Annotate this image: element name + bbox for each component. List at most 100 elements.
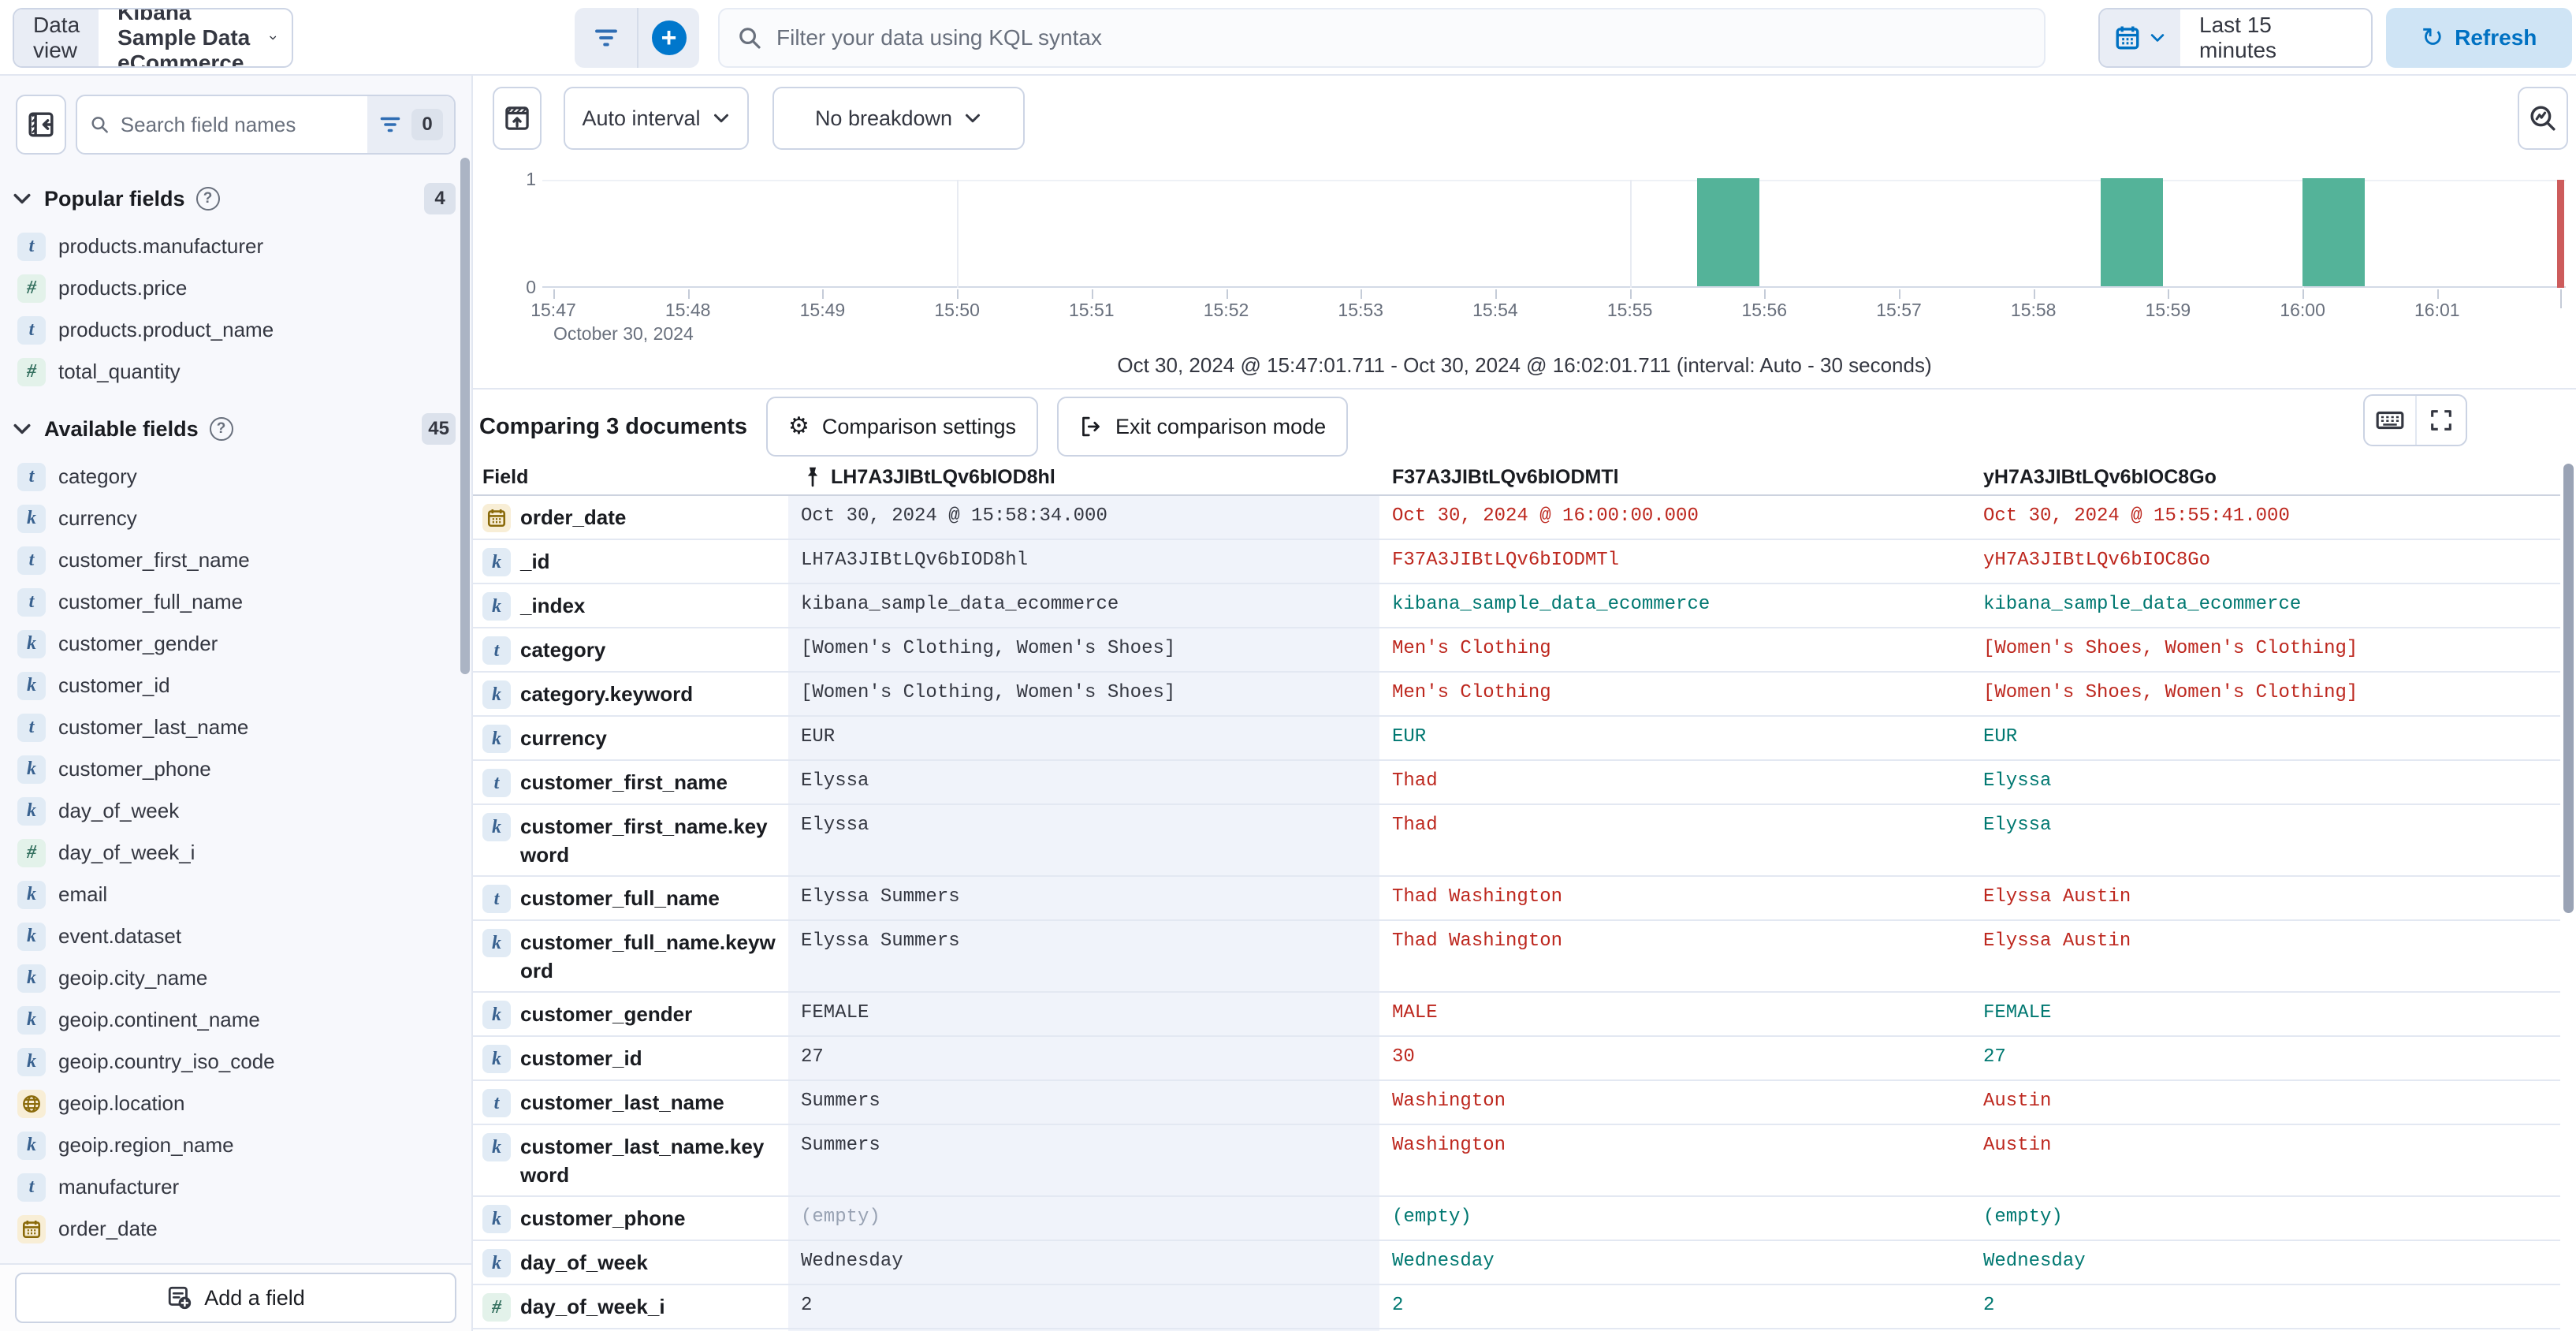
field-cell[interactable]: k customer_phone	[473, 1197, 788, 1240]
field-name: products.product_name	[58, 318, 274, 341]
sidebar-footer: Add a field	[0, 1263, 471, 1331]
sidebar-field-item[interactable]: k currency	[0, 498, 471, 539]
x-axis-tick	[2168, 289, 2170, 299]
time-range-value[interactable]: Last 15 minutes	[2199, 13, 2277, 62]
sidebar-field-item[interactable]: t customer_first_name	[0, 539, 471, 581]
refresh-button[interactable]: ↻ Refresh	[2386, 8, 2572, 68]
sidebar-field-item[interactable]: t category	[0, 456, 471, 498]
sidebar-field-item[interactable]: k customer_id	[0, 665, 471, 707]
sidebar-field-item[interactable]: t products.manufacturer	[0, 226, 471, 267]
time-range-picker: Last 15 minutes	[2098, 8, 2373, 68]
sidebar-field-item[interactable]: geoip.location	[0, 1083, 471, 1124]
field-search-control: 0	[76, 95, 456, 155]
hide-chart-button[interactable]	[493, 87, 542, 150]
interval-select[interactable]: Auto interval	[564, 87, 749, 150]
field-type-icon: k	[17, 629, 46, 658]
field-cell[interactable]: k customer_last_name.keyword	[473, 1125, 788, 1195]
field-cell[interactable]: t customer_full_name	[473, 877, 788, 919]
keyboard-shortcuts-button[interactable]	[2365, 396, 2415, 445]
field-cell[interactable]: k day_of_week	[473, 1241, 788, 1284]
field-cell[interactable]: k _id	[473, 540, 788, 583]
comparison-table: Field LH7A3JIBtLQv6bIOD8hl F37A3JIBtLQv6…	[473, 460, 2560, 1331]
table-scrollbar[interactable]	[2563, 464, 2574, 913]
doc-column-header[interactable]: F37A3JIBtLQv6bIODMTl	[1379, 460, 1971, 494]
sidebar-field-item[interactable]: k customer_phone	[0, 748, 471, 790]
data-view-selector[interactable]: Kibana Sample Data eCommerce	[99, 9, 293, 66]
field-type-icon: #	[17, 274, 46, 303]
x-axis-tick	[1361, 289, 1363, 299]
kql-query-input[interactable]	[776, 25, 2027, 50]
field-cell[interactable]: k currency	[473, 717, 788, 759]
sidebar-field-item[interactable]: t manufacturer	[0, 1166, 471, 1208]
date-quick-select-button[interactable]	[2100, 9, 2180, 66]
field-cell[interactable]: k customer_full_name.keyword	[473, 921, 788, 991]
fullscreen-button[interactable]	[2415, 396, 2466, 445]
sidebar-field-item[interactable]: # products.price	[0, 267, 471, 309]
comparison-toolbar: Comparing 3 documents ⚙ Comparison setti…	[473, 394, 2576, 459]
edit-visualization-button[interactable]	[2518, 87, 2568, 150]
doc-value: Elyssa	[1983, 770, 2052, 792]
field-cell[interactable]: k _index	[473, 584, 788, 627]
comparison-settings-button[interactable]: ⚙ Comparison settings	[766, 397, 1039, 457]
histogram-bar[interactable]	[2101, 178, 2164, 286]
pinned-doc-value: Elyssa	[788, 761, 1379, 803]
field-cell[interactable]: k customer_gender	[473, 993, 788, 1035]
sidebar-field-item[interactable]: k event.dataset	[0, 915, 471, 957]
keyboard-icon	[2375, 405, 2405, 435]
sidebar-field-item[interactable]: k geoip.city_name	[0, 957, 471, 999]
chevron-down-icon[interactable]	[11, 418, 33, 440]
table-row: k email elyssa@summers-family.zzz thad@w…	[473, 1329, 2560, 1331]
sidebar-field-item[interactable]: # total_quantity	[0, 351, 471, 393]
sidebar-field-item[interactable]: # day_of_week_i	[0, 832, 471, 874]
sidebar-field-item[interactable]: order_date	[0, 1208, 471, 1250]
fields-sidebar: 0 Popular fields ? 4 t products.manufact…	[0, 76, 473, 1331]
field-search-input[interactable]	[120, 112, 355, 137]
field-cell[interactable]: t category	[473, 628, 788, 671]
field-type-icon: t	[482, 885, 511, 913]
field-cell[interactable]: k category.keyword	[473, 673, 788, 715]
collapse-sidebar-button[interactable]	[16, 95, 66, 155]
saved-query-menu-button[interactable]	[575, 8, 637, 68]
sidebar-field-item[interactable]: t products.product_name	[0, 309, 471, 351]
sidebar-scrollbar[interactable]	[460, 158, 470, 674]
sidebar-field-item[interactable]: t customer_full_name	[0, 581, 471, 623]
x-axis-tick-label: 15:59	[2145, 300, 2191, 320]
sidebar-field-item[interactable]: k geoip.continent_name	[0, 999, 471, 1041]
sidebar-field-item[interactable]: k geoip.country_iso_code	[0, 1041, 471, 1083]
add-field-icon	[166, 1284, 193, 1311]
field-type-icon: k	[482, 1001, 511, 1029]
kql-search-bar[interactable]	[718, 8, 2046, 68]
breakdown-select[interactable]: No breakdown	[772, 87, 1025, 150]
chevron-down-icon	[2149, 29, 2166, 47]
section-divider	[473, 388, 2576, 390]
histogram-bar[interactable]	[1696, 178, 1760, 286]
add-field-button[interactable]: Add a field	[15, 1273, 456, 1323]
x-axis-tick-label: 16:00	[2280, 300, 2325, 320]
pinned-doc-value: EUR	[788, 717, 1379, 759]
field-type-icon: k	[17, 964, 46, 993]
sidebar-field-item[interactable]: k email	[0, 874, 471, 915]
field-type-icon: k	[17, 1047, 46, 1076]
field-cell[interactable]: t customer_first_name	[473, 761, 788, 803]
field-cell[interactable]: order_date	[473, 496, 788, 539]
sidebar-field-item[interactable]: t customer_last_name	[0, 707, 471, 748]
pinned-doc-value: Elyssa Summers	[788, 921, 1379, 991]
field-cell[interactable]: t customer_last_name	[473, 1081, 788, 1124]
histogram-bar[interactable]	[2302, 178, 2366, 286]
chevron-down-icon[interactable]	[11, 188, 33, 210]
field-cell[interactable]: k customer_first_name.keyword	[473, 805, 788, 875]
pinned-doc-column-header[interactable]: LH7A3JIBtLQv6bIOD8hl	[788, 460, 1379, 494]
sidebar-field-item[interactable]: k geoip.region_name	[0, 1124, 471, 1166]
sidebar-field-item[interactable]: k day_of_week	[0, 790, 471, 832]
sidebar-field-item[interactable]: k customer_gender	[0, 623, 471, 665]
exit-comparison-button[interactable]: Exit comparison mode	[1057, 397, 1349, 457]
field-type-icon: k	[17, 755, 46, 784]
doc-value: Wednesday	[1392, 1251, 1495, 1272]
doc-value: (empty)	[1392, 1206, 1472, 1228]
filter-icon	[378, 113, 402, 136]
field-cell[interactable]: k customer_id	[473, 1037, 788, 1079]
field-filter-button[interactable]: 0	[367, 96, 454, 153]
field-cell[interactable]: # day_of_week_i	[473, 1285, 788, 1328]
add-filter-button[interactable]: +	[637, 8, 699, 68]
doc-column-header[interactable]: yH7A3JIBtLQv6bIOC8Go	[1971, 460, 2560, 494]
